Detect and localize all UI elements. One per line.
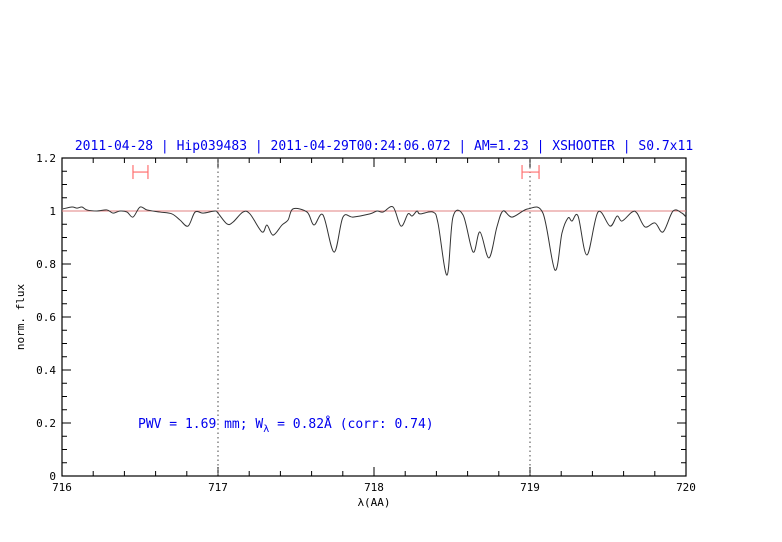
interval-marker <box>521 165 540 180</box>
x-tick-label: 718 <box>364 481 384 494</box>
y-tick-label: 0.4 <box>36 364 56 377</box>
axes: 716 717 718 719 720 0 0.2 0.4 0.6 0.8 1 1.2 <box>36 152 696 494</box>
plot-marks <box>62 158 687 476</box>
interval-marker <box>132 165 149 180</box>
spectrum-line <box>62 206 687 276</box>
y-tick-label: 0.6 <box>36 311 56 324</box>
y-tick-label: 0 <box>49 470 56 483</box>
annotation-suffix: = 0.82Å (corr: 0.74) <box>269 416 433 432</box>
y-tick-label: 0.2 <box>36 417 56 430</box>
y-tick-label: 1.2 <box>36 152 56 165</box>
annotation-subscript: λ <box>263 424 269 435</box>
x-axis-label: λ(AA) <box>357 496 390 509</box>
annotation-prefix: PWV = 1.69 mm; W <box>138 417 263 432</box>
x-tick-label: 717 <box>208 481 228 494</box>
chart-title: 2011-04-28 | Hip039483 | 2011-04-29T00:2… <box>75 139 693 154</box>
x-tick-label: 716 <box>52 481 72 494</box>
y-axis-label: norm. flux <box>14 284 27 351</box>
pwv-annotation: PWV = 1.69 mm; Wλ = 0.82Å (corr: 0.74) <box>138 416 434 435</box>
y-tick-label: 0.8 <box>36 258 56 271</box>
y-tick-label: 1 <box>49 205 56 218</box>
x-tick-label: 719 <box>520 481 540 494</box>
x-tick-label: 720 <box>676 481 696 494</box>
